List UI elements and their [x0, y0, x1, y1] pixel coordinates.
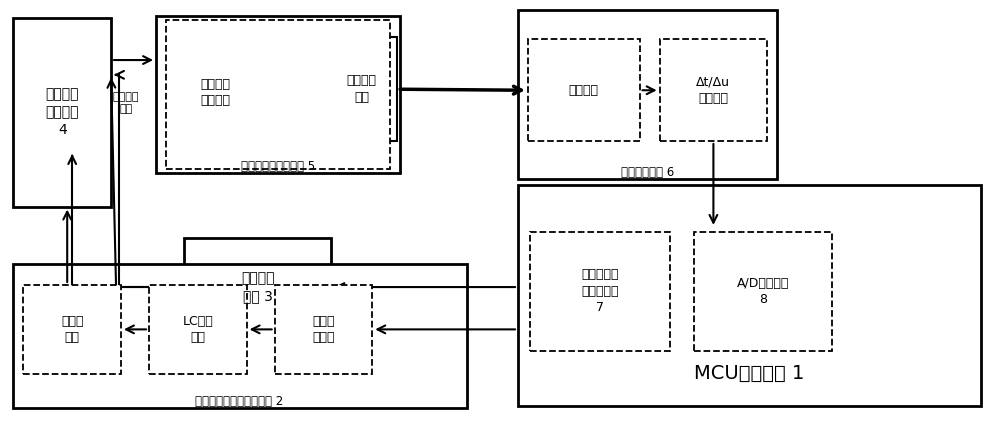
- Bar: [23, 285, 121, 374]
- Text: 超声回波
信号: 超声回波 信号: [113, 92, 139, 114]
- Text: 标准时间信
号产生单元
7: 标准时间信 号产生单元 7: [581, 268, 618, 314]
- Bar: [518, 10, 777, 179]
- Bar: [156, 16, 400, 173]
- Text: 鉴相积分单元 6: 鉴相积分单元 6: [621, 166, 674, 179]
- Text: 鉴相电路: 鉴相电路: [569, 84, 599, 97]
- Bar: [149, 285, 247, 374]
- Bar: [660, 40, 767, 141]
- Text: A/D转换电路
8: A/D转换电路 8: [737, 276, 789, 306]
- Bar: [528, 40, 640, 141]
- Text: 超声波信号处理单元 5: 超声波信号处理单元 5: [241, 160, 315, 173]
- Text: 比较整形
电路: 比较整形 电路: [346, 75, 376, 104]
- Bar: [13, 264, 467, 408]
- Bar: [325, 37, 397, 141]
- Text: MCU控制单元 1: MCU控制单元 1: [694, 364, 804, 383]
- Text: 磁环变
压器: 磁环变 压器: [61, 315, 83, 344]
- Bar: [166, 20, 390, 169]
- Text: LC滤波
电路: LC滤波 电路: [182, 315, 213, 344]
- Text: 收发切换
单元 3: 收发切换 单元 3: [241, 271, 274, 303]
- Text: 单脉冲信号发射驱动单元 2: 单脉冲信号发射驱动单元 2: [195, 395, 283, 408]
- Bar: [184, 239, 331, 336]
- Text: 数字延
时电路: 数字延 时电路: [312, 315, 335, 344]
- Bar: [275, 285, 372, 374]
- Bar: [530, 232, 670, 351]
- Bar: [694, 232, 832, 351]
- Bar: [13, 18, 111, 207]
- Text: Δt/Δu
积分电路: Δt/Δu 积分电路: [696, 75, 730, 105]
- Text: 双超声波
换能器组
4: 双超声波 换能器组 4: [45, 88, 79, 137]
- Text: 带通滤波
放大电路: 带通滤波 放大电路: [201, 78, 231, 107]
- Bar: [518, 185, 981, 406]
